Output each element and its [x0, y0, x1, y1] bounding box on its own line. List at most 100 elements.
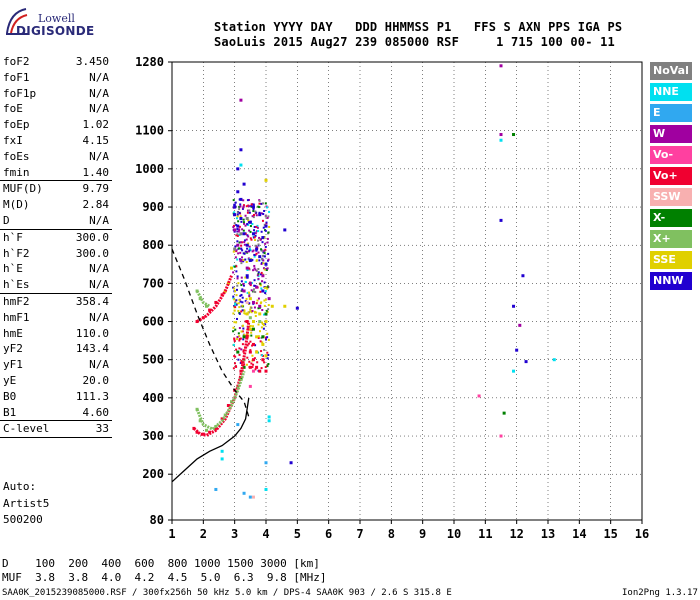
echo-point	[264, 245, 267, 248]
y-tick-label: 700	[142, 276, 164, 290]
echo-point	[247, 198, 250, 201]
data-point	[248, 220, 252, 224]
echo-point	[246, 356, 249, 359]
echo-point	[262, 267, 265, 270]
data-point	[499, 138, 503, 142]
x-tick-label: 2	[200, 527, 207, 541]
data-point	[255, 247, 259, 251]
data-point	[245, 335, 249, 339]
echo-point	[254, 254, 257, 257]
echo-point	[243, 243, 246, 246]
data-point	[239, 216, 243, 220]
echo-point	[255, 225, 258, 228]
echo-point	[235, 217, 238, 220]
param-row: hmE 110.0	[0, 326, 112, 342]
echo-point	[253, 253, 256, 256]
echo-point	[264, 292, 267, 295]
param-name: foF1	[3, 70, 30, 84]
echo-point	[249, 340, 252, 343]
x-tick-label: 6	[325, 527, 332, 541]
echo-point	[250, 306, 253, 309]
echo-point	[251, 250, 254, 253]
legend-item: NNW	[650, 272, 692, 290]
echo-point	[261, 308, 264, 311]
data-point	[236, 350, 240, 354]
legend-item: X-	[650, 209, 692, 227]
echo-point	[235, 270, 238, 273]
muf-distance-row: D 100 200 400 600 800 1000 1500 3000 [km…	[2, 557, 320, 570]
echo-point	[244, 258, 247, 261]
echo-point	[264, 323, 267, 326]
echo-point	[245, 261, 248, 264]
echo-point	[262, 324, 265, 327]
param-name: foEs	[3, 149, 30, 163]
echo-point	[238, 337, 241, 340]
echo-point	[232, 250, 235, 253]
echo-point	[261, 354, 264, 357]
data-point	[242, 365, 246, 369]
echo-point	[236, 275, 239, 278]
param-row: h`F2 300.0	[0, 246, 112, 262]
echo-point	[264, 215, 267, 218]
legend-item: NoVal	[650, 62, 692, 80]
echo-point	[236, 230, 239, 233]
echo-point	[252, 210, 255, 213]
echo-point	[235, 249, 238, 252]
echo-point	[252, 208, 255, 211]
data-point	[499, 218, 503, 222]
param-value: 110.0	[75, 326, 109, 340]
data-point	[261, 335, 265, 339]
echo-point	[261, 322, 264, 325]
echo-point	[241, 330, 244, 333]
echo-point	[233, 211, 236, 214]
echo-point	[246, 291, 249, 294]
echo-point	[242, 282, 245, 285]
echo-point	[240, 310, 243, 313]
echo-point	[237, 302, 240, 305]
echo-point	[261, 341, 264, 344]
echo-point	[245, 297, 248, 300]
echo-point	[261, 254, 264, 257]
echo-point	[243, 222, 246, 225]
param-value: 20.0	[82, 373, 110, 387]
param-value: N/A	[89, 86, 109, 100]
echo-point	[239, 215, 242, 218]
param-value: 33	[95, 422, 109, 436]
echo-point	[244, 250, 247, 253]
param-name: hmE	[3, 326, 23, 340]
echo-point	[249, 225, 252, 228]
echo-point	[260, 287, 263, 290]
echo-point	[244, 224, 247, 227]
data-point	[255, 335, 259, 339]
param-row: yF2 143.4	[0, 341, 112, 357]
echo-point	[236, 234, 239, 237]
echo-point	[240, 293, 243, 296]
echo-point	[242, 260, 245, 263]
echo-point	[245, 205, 248, 208]
param-value: 358.4	[75, 294, 109, 308]
data-point	[242, 232, 246, 236]
y-tick-label: 80	[150, 513, 164, 527]
echo-point	[241, 309, 244, 312]
echo-point	[250, 362, 253, 365]
echo-point	[241, 288, 244, 291]
echo-point	[238, 327, 241, 330]
data-point	[264, 487, 268, 491]
echo-point	[259, 340, 262, 343]
echo-point	[264, 242, 267, 245]
data-point	[242, 491, 246, 495]
echo-point	[246, 344, 249, 347]
data-point	[264, 262, 268, 266]
echo-point	[234, 303, 237, 306]
echo-point	[238, 241, 241, 244]
echo-point	[241, 228, 244, 231]
echo-point	[239, 361, 242, 364]
echo-point	[254, 268, 257, 271]
extrapolated-profile-line	[171, 248, 250, 418]
echo-point	[250, 311, 253, 314]
echo-point	[232, 226, 235, 229]
echo-point	[255, 269, 258, 272]
param-value: N/A	[89, 358, 109, 372]
echo-point	[248, 247, 251, 250]
echo-point	[233, 305, 236, 308]
